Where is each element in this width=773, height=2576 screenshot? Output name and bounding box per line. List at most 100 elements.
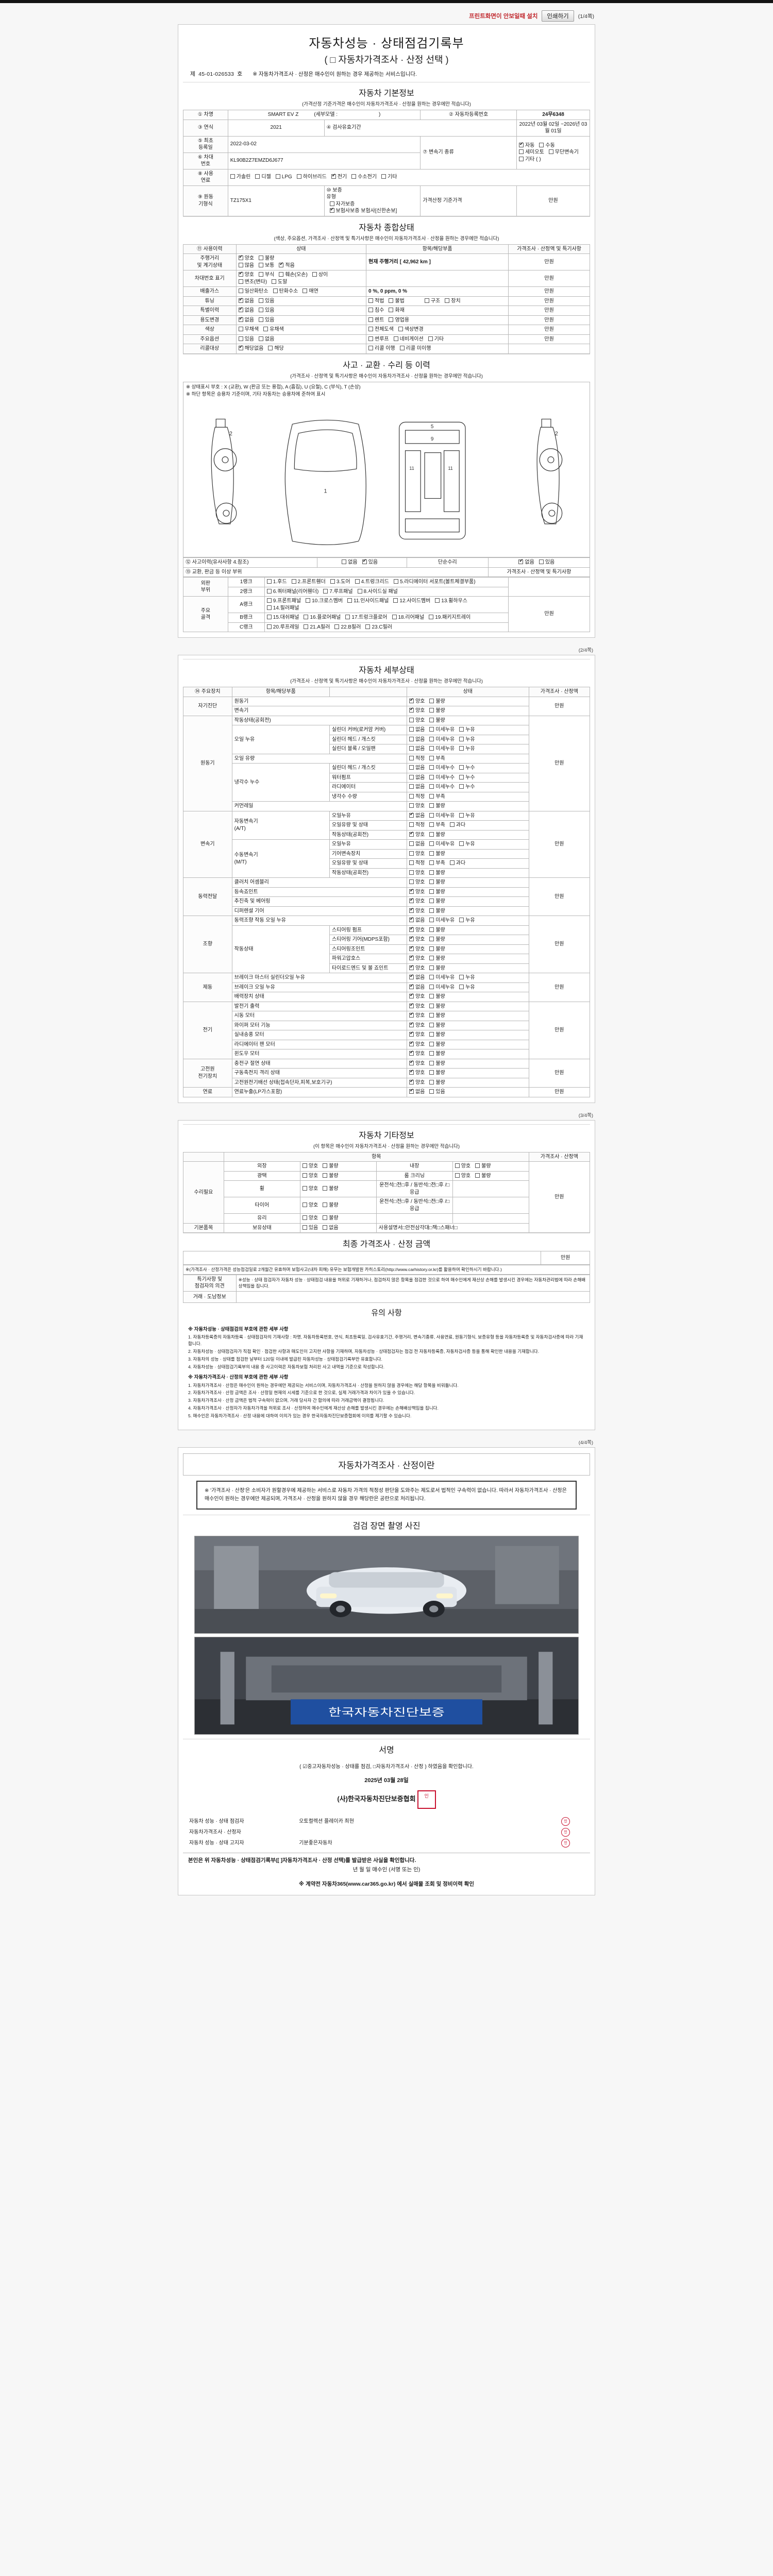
overall-row-state[interactable]: 해당없음 해당 bbox=[236, 344, 367, 354]
detail-state[interactable]: 없음 미세누유 누유 bbox=[406, 973, 529, 983]
checkbox-icon[interactable] bbox=[459, 746, 464, 751]
detail-state-option[interactable]: 적정 bbox=[409, 822, 425, 829]
detail-state[interactable]: 없음 미세누유 누유 bbox=[406, 810, 529, 821]
checkbox-icon[interactable] bbox=[323, 1202, 328, 1207]
detail-state[interactable]: 양호 불량 bbox=[406, 877, 529, 888]
state-option[interactable]: 없음 bbox=[258, 336, 274, 343]
checkbox-icon[interactable] bbox=[409, 964, 414, 970]
part-option[interactable]: 14.필러패널 bbox=[266, 605, 299, 612]
checkbox-icon[interactable] bbox=[409, 793, 414, 799]
detail-state-option[interactable]: 부족 bbox=[429, 755, 445, 762]
repair-right-options[interactable] bbox=[452, 1213, 529, 1224]
part-option[interactable]: 5.라디에이터 서포트(볼트체결부품) bbox=[393, 579, 476, 586]
checkbox-icon[interactable] bbox=[409, 955, 414, 960]
checkbox-icon[interactable] bbox=[381, 174, 386, 179]
checkbox-icon[interactable] bbox=[312, 272, 317, 277]
checkbox-icon[interactable] bbox=[409, 1079, 414, 1084]
checkbox-icon[interactable] bbox=[302, 1215, 307, 1220]
checkbox-icon[interactable] bbox=[429, 803, 434, 808]
checkbox-icon[interactable] bbox=[518, 142, 524, 147]
checkbox-icon[interactable] bbox=[302, 1202, 307, 1207]
checkbox-icon[interactable] bbox=[459, 975, 464, 979]
item-option[interactable]: 기타 bbox=[428, 336, 444, 343]
fuel-option[interactable]: LPG bbox=[275, 174, 292, 181]
state-option[interactable]: 무채색 bbox=[238, 326, 259, 333]
checkbox-icon[interactable] bbox=[429, 927, 434, 932]
checkbox-icon[interactable] bbox=[429, 965, 434, 970]
checkbox-icon[interactable] bbox=[238, 316, 243, 322]
checkbox-icon[interactable] bbox=[368, 298, 374, 303]
detail-state-option[interactable]: 양호 bbox=[409, 888, 425, 896]
checkbox-icon[interactable] bbox=[409, 746, 414, 751]
overall-row-item[interactable]: 현재 주행거리 [ 42,962 km ] bbox=[366, 253, 509, 270]
checkbox-icon[interactable] bbox=[429, 774, 434, 779]
checkbox-icon[interactable] bbox=[429, 1022, 434, 1027]
detail-state-option[interactable]: 누유 bbox=[459, 812, 475, 820]
checkbox-icon[interactable] bbox=[445, 298, 450, 303]
detail-state[interactable]: 적정 부족 bbox=[406, 753, 529, 764]
checkbox-icon[interactable] bbox=[409, 1003, 414, 1008]
detail-state-option[interactable]: 불량 bbox=[429, 965, 445, 972]
state-option[interactable]: 없음 bbox=[238, 316, 254, 324]
detail-state-option[interactable]: 미세누유 bbox=[429, 974, 455, 981]
checkbox-icon[interactable] bbox=[424, 298, 429, 303]
detail-state-option[interactable]: 불량 bbox=[429, 870, 445, 877]
checkbox-icon[interactable] bbox=[459, 774, 464, 779]
item-option[interactable]: 네비게이션 bbox=[393, 336, 424, 343]
detail-state-option[interactable]: 불량 bbox=[429, 717, 445, 724]
detail-state-option[interactable]: 양호 bbox=[409, 964, 425, 972]
detail-state-option[interactable]: 과다 bbox=[449, 860, 465, 867]
checkbox-icon[interactable] bbox=[399, 346, 405, 350]
checkbox-icon[interactable] bbox=[409, 888, 414, 894]
simple-repair-option[interactable]: 있음 bbox=[539, 559, 554, 566]
checkbox-icon[interactable] bbox=[304, 624, 309, 629]
detail-state-option[interactable]: 미세누수 bbox=[429, 774, 455, 782]
checkbox-icon[interactable] bbox=[429, 1089, 434, 1094]
checkbox-icon[interactable] bbox=[302, 1173, 307, 1178]
detail-state-option[interactable]: 누유 bbox=[459, 745, 475, 753]
checkbox-icon[interactable] bbox=[365, 624, 371, 629]
detail-state[interactable]: 없음 미세누유 누유 bbox=[406, 744, 529, 754]
checkbox-icon[interactable] bbox=[429, 765, 434, 770]
state-option[interactable]: 양호 bbox=[238, 271, 254, 279]
detail-state-option[interactable]: 누유 bbox=[459, 917, 475, 924]
detail-state-option[interactable]: 불량 bbox=[429, 1031, 445, 1039]
detail-state-option[interactable]: 불량 bbox=[429, 927, 445, 934]
checkbox-icon[interactable] bbox=[331, 173, 336, 179]
checkbox-icon[interactable] bbox=[368, 346, 374, 350]
checkbox-icon[interactable] bbox=[409, 936, 414, 941]
part-option[interactable]: 23.C필러 bbox=[365, 624, 392, 631]
checkbox-icon[interactable] bbox=[330, 579, 335, 584]
checkbox-icon[interactable] bbox=[266, 588, 272, 594]
repair-right-option[interactable]: 양호 bbox=[455, 1173, 470, 1180]
checkbox-icon[interactable] bbox=[409, 1012, 414, 1018]
overall-row-state[interactable]: 없음 있음 bbox=[236, 306, 367, 316]
parts-items[interactable]: 20.루프레일 21.A필러 22.B필러 23.C필러 bbox=[264, 622, 509, 632]
checkbox-icon[interactable] bbox=[409, 774, 414, 779]
detail-state-option[interactable]: 누수 bbox=[459, 784, 475, 791]
state-option[interactable]: 일산화탄소 bbox=[238, 288, 268, 295]
part-option[interactable]: 19.패키지트레이 bbox=[429, 614, 470, 621]
warranty-option[interactable]: 보험사보증 보험사[신한손보] bbox=[329, 207, 397, 215]
repair-right-options[interactable] bbox=[452, 1197, 529, 1214]
detail-state[interactable]: 양호 불량 bbox=[406, 925, 529, 935]
overall-row-state[interactable]: 일산화탄소 탄화수소 매연 bbox=[236, 286, 367, 297]
detail-state-option[interactable]: 불량 bbox=[429, 803, 445, 810]
state-option[interactable]: 없음 bbox=[238, 307, 254, 314]
checkbox-icon[interactable] bbox=[323, 1215, 328, 1220]
state-option[interactable]: 있음 bbox=[258, 298, 274, 305]
overall-row-state[interactable]: 있음 없음 bbox=[236, 334, 367, 344]
checkbox-icon[interactable] bbox=[347, 598, 352, 603]
detail-state-option[interactable]: 불량 bbox=[429, 946, 445, 953]
checkbox-icon[interactable] bbox=[409, 879, 414, 884]
checkbox-icon[interactable] bbox=[459, 812, 464, 818]
detail-state[interactable]: 양호 불량 bbox=[406, 868, 529, 878]
detail-state-option[interactable]: 불량 bbox=[429, 832, 445, 839]
repair-left-option[interactable]: 양호 bbox=[302, 1185, 318, 1193]
detail-state[interactable]: 양호 불량 bbox=[406, 1068, 529, 1078]
detail-state-option[interactable]: 불량 bbox=[429, 879, 445, 886]
detail-state-option[interactable]: 없음 bbox=[409, 1088, 425, 1096]
state-option[interactable]: 장치 bbox=[445, 298, 461, 305]
part-option[interactable]: 9.프론트패널 bbox=[266, 598, 301, 605]
checkbox-icon[interactable] bbox=[272, 279, 277, 284]
